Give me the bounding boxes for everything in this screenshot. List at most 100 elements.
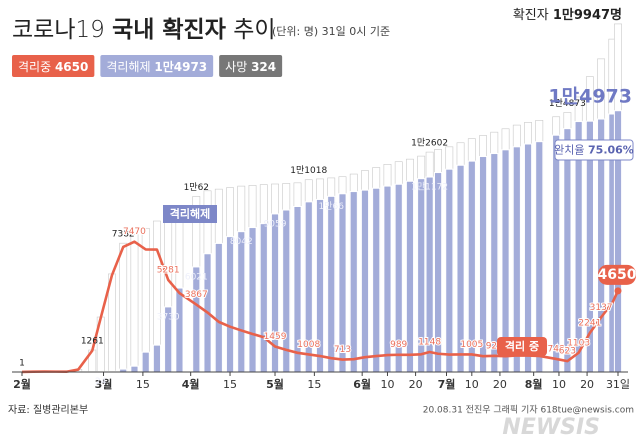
- x-tick-label: 10: [552, 378, 566, 391]
- bar: [130, 365, 139, 373]
- bar: [152, 344, 162, 373]
- data-label: 1만2602: [411, 138, 448, 149]
- x-tick-label: 7월: [438, 377, 456, 391]
- total-value: 1만9947명: [553, 7, 622, 23]
- bar: [563, 128, 572, 373]
- legend-text: 격리해제 1만4973: [106, 59, 207, 74]
- data-label: 5281: [157, 265, 180, 275]
- bar: [259, 223, 268, 373]
- legend-value: 4650: [55, 60, 88, 74]
- subtitle: (단위: 명) 31일 0시 기준: [272, 24, 390, 38]
- bar: [237, 231, 246, 373]
- data-label: 6021: [185, 272, 208, 282]
- bar: [225, 236, 235, 373]
- data-label: 1459: [264, 332, 287, 342]
- x-tick-label: 20: [580, 378, 594, 391]
- data-label: 1148: [418, 337, 441, 347]
- isolation-tag-box: [497, 337, 547, 356]
- data-label: 2241: [578, 318, 601, 328]
- recovery-rate: 완치율 75.06%: [554, 144, 634, 157]
- released-tag-box: [163, 205, 217, 223]
- bar: [405, 180, 415, 373]
- bar: [445, 168, 454, 373]
- x-tick-label: 5월: [266, 377, 284, 391]
- isolation-total: 4650: [598, 267, 637, 283]
- x-tick-label: 31일: [606, 377, 630, 391]
- x-tick-label: 6월: [353, 377, 371, 391]
- legend-box: [100, 55, 214, 77]
- bar: [282, 209, 291, 373]
- released-tag: 격리해제: [170, 207, 210, 221]
- bar: [214, 242, 223, 373]
- data-label: 748: [548, 344, 565, 354]
- recovery-label: 완치율: [554, 144, 584, 157]
- data-label: 1만1172: [411, 182, 448, 193]
- x-tick-label: 15: [307, 378, 321, 391]
- data-label: 1103: [567, 338, 590, 348]
- data-label: 3730: [157, 312, 180, 322]
- x-tick-label: 20: [409, 378, 423, 391]
- legend-text: 사망 324: [225, 60, 276, 74]
- data-label: 623: [559, 347, 576, 357]
- data-label: 1만1018: [290, 165, 327, 176]
- recovery-box: [554, 139, 634, 161]
- data-label: 1만66: [319, 201, 345, 212]
- bar: [372, 187, 381, 373]
- data-label: 1만62: [184, 182, 209, 193]
- legend-item: 격리중 4650: [12, 55, 95, 77]
- x-tick-label: 3월: [95, 377, 113, 391]
- legend-box: [12, 55, 95, 77]
- data-label: 1005: [460, 340, 483, 350]
- bar: [119, 242, 128, 373]
- watermark: NEWSIS: [502, 415, 600, 440]
- data-label: 1만4873: [549, 98, 586, 109]
- bar: [175, 287, 184, 373]
- source: 자료: 질병관리본부: [8, 404, 88, 416]
- x-tick-label: 15: [136, 378, 150, 391]
- x-tick-label: 20: [493, 378, 507, 391]
- chart-title: 코로나19 국내 확진자 추이: [12, 17, 276, 43]
- bar: [192, 266, 201, 373]
- title-main: 국내 확진자: [112, 17, 226, 43]
- legend-text: 격리중 4650: [18, 60, 88, 74]
- x-tick-label: 15: [223, 378, 237, 391]
- x-tick-label: 8월: [525, 377, 543, 391]
- legend-name: 격리중: [18, 60, 51, 74]
- line-end-marker: [614, 287, 622, 295]
- data-label: 3867: [185, 290, 208, 300]
- data-label: 713: [334, 345, 351, 355]
- bar: [490, 153, 499, 373]
- bar: [130, 234, 139, 373]
- title-suffix: 추이: [233, 17, 275, 43]
- recovery-value: 75.06%: [588, 144, 634, 157]
- legend-value: 1만4973: [154, 59, 207, 74]
- data-label: 3137: [590, 303, 613, 313]
- data-label: 7382: [112, 230, 135, 240]
- x-tick-label: 2월: [13, 377, 31, 391]
- data-label: 989: [390, 340, 407, 350]
- total-name: 확진자: [513, 8, 549, 23]
- bar: [349, 191, 358, 373]
- x-tick-label: 4월: [182, 377, 200, 391]
- bar: [360, 189, 370, 373]
- x-tick-label: 10: [380, 378, 394, 391]
- released-total: 1만4973: [548, 86, 632, 108]
- data-label: 1008: [297, 340, 320, 350]
- legend-item: 격리해제 1만4973: [100, 55, 214, 77]
- data-label: 7470: [123, 227, 146, 237]
- legend-item: 사망 324: [219, 55, 283, 77]
- data-label: 24: [95, 377, 107, 387]
- legend-name: 사망: [225, 60, 247, 74]
- legend-value: 324: [251, 60, 276, 74]
- data-label: 1261: [81, 336, 104, 346]
- isolation-total-box: [598, 264, 636, 285]
- total-label: 확진자 1만9947명: [513, 7, 622, 23]
- bar: [552, 134, 561, 373]
- data-label: 1: [19, 358, 25, 368]
- data-label: 9059: [264, 219, 287, 229]
- bar: [141, 351, 150, 373]
- x-tick-label: 10: [465, 378, 479, 391]
- data-label: 8042: [230, 237, 253, 247]
